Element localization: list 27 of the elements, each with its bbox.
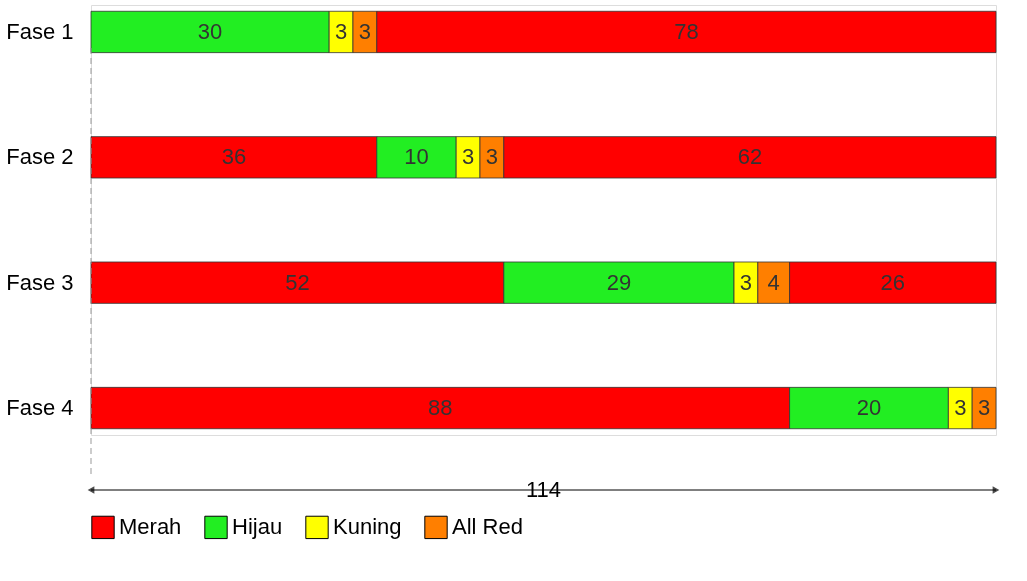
y-tick-label: Fase 3	[6, 269, 74, 295]
data-label: 62	[737, 144, 763, 170]
data-label: 20	[856, 395, 882, 421]
data-label: 3	[739, 269, 753, 295]
legend-label: Merah	[119, 514, 182, 540]
data-label: 30	[197, 18, 223, 44]
y-tick-label: Fase 4	[6, 395, 74, 421]
y-tick-label: Fase 2	[6, 144, 74, 170]
y-tick-label: Fase 1	[6, 18, 74, 44]
data-label: 52	[285, 269, 310, 295]
data-label: 3	[334, 18, 348, 44]
data-label: 3	[977, 395, 991, 421]
data-label: 3	[485, 144, 499, 170]
data-label: 10	[404, 144, 429, 170]
data-label: 3	[954, 395, 967, 421]
data-label: 4	[767, 269, 780, 295]
text: 114	[525, 477, 562, 502]
legend-label: All Red	[452, 514, 523, 540]
data-label: 3	[358, 18, 372, 44]
data-label: 3	[461, 144, 475, 170]
data-label: 88	[428, 395, 453, 421]
legend-label: Hijau	[232, 514, 283, 540]
data-label: 78	[674, 18, 699, 44]
data-label: 26	[880, 269, 906, 295]
data-label: 29	[606, 269, 632, 295]
legend-label: Kuning	[333, 514, 402, 540]
data-label: 36	[221, 144, 247, 170]
